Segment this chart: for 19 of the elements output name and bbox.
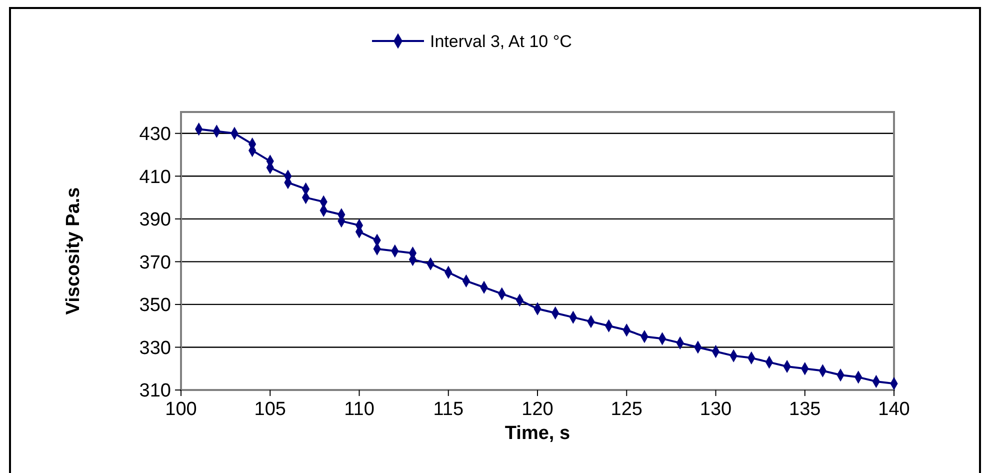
x-tick-label: 130	[700, 399, 732, 420]
y-tick-label: 370	[139, 252, 171, 274]
y-axis-title: Viscosity Pa.s	[63, 187, 84, 315]
y-tick-label: 390	[139, 210, 171, 231]
x-tick-label: 100	[165, 399, 197, 420]
x-tick-label: 120	[522, 399, 554, 420]
legend-label: Interval 3, At 10 °C	[430, 32, 572, 51]
x-tick-label: 115	[433, 399, 464, 420]
x-tick-label: 140	[878, 399, 910, 420]
x-tick-label: 135	[789, 399, 821, 420]
x-tick-label: 110	[344, 399, 374, 420]
y-tick-label: 410	[139, 166, 171, 188]
y-tick-label: 430	[139, 124, 171, 146]
x-tick-label: 105	[254, 399, 286, 420]
x-tick-label: 125	[610, 399, 642, 420]
y-tick-label: 350	[139, 295, 171, 316]
y-tick-label: 310	[139, 380, 171, 402]
y-tick-label: 330	[139, 338, 171, 359]
x-axis-title: Time, s	[504, 423, 570, 444]
